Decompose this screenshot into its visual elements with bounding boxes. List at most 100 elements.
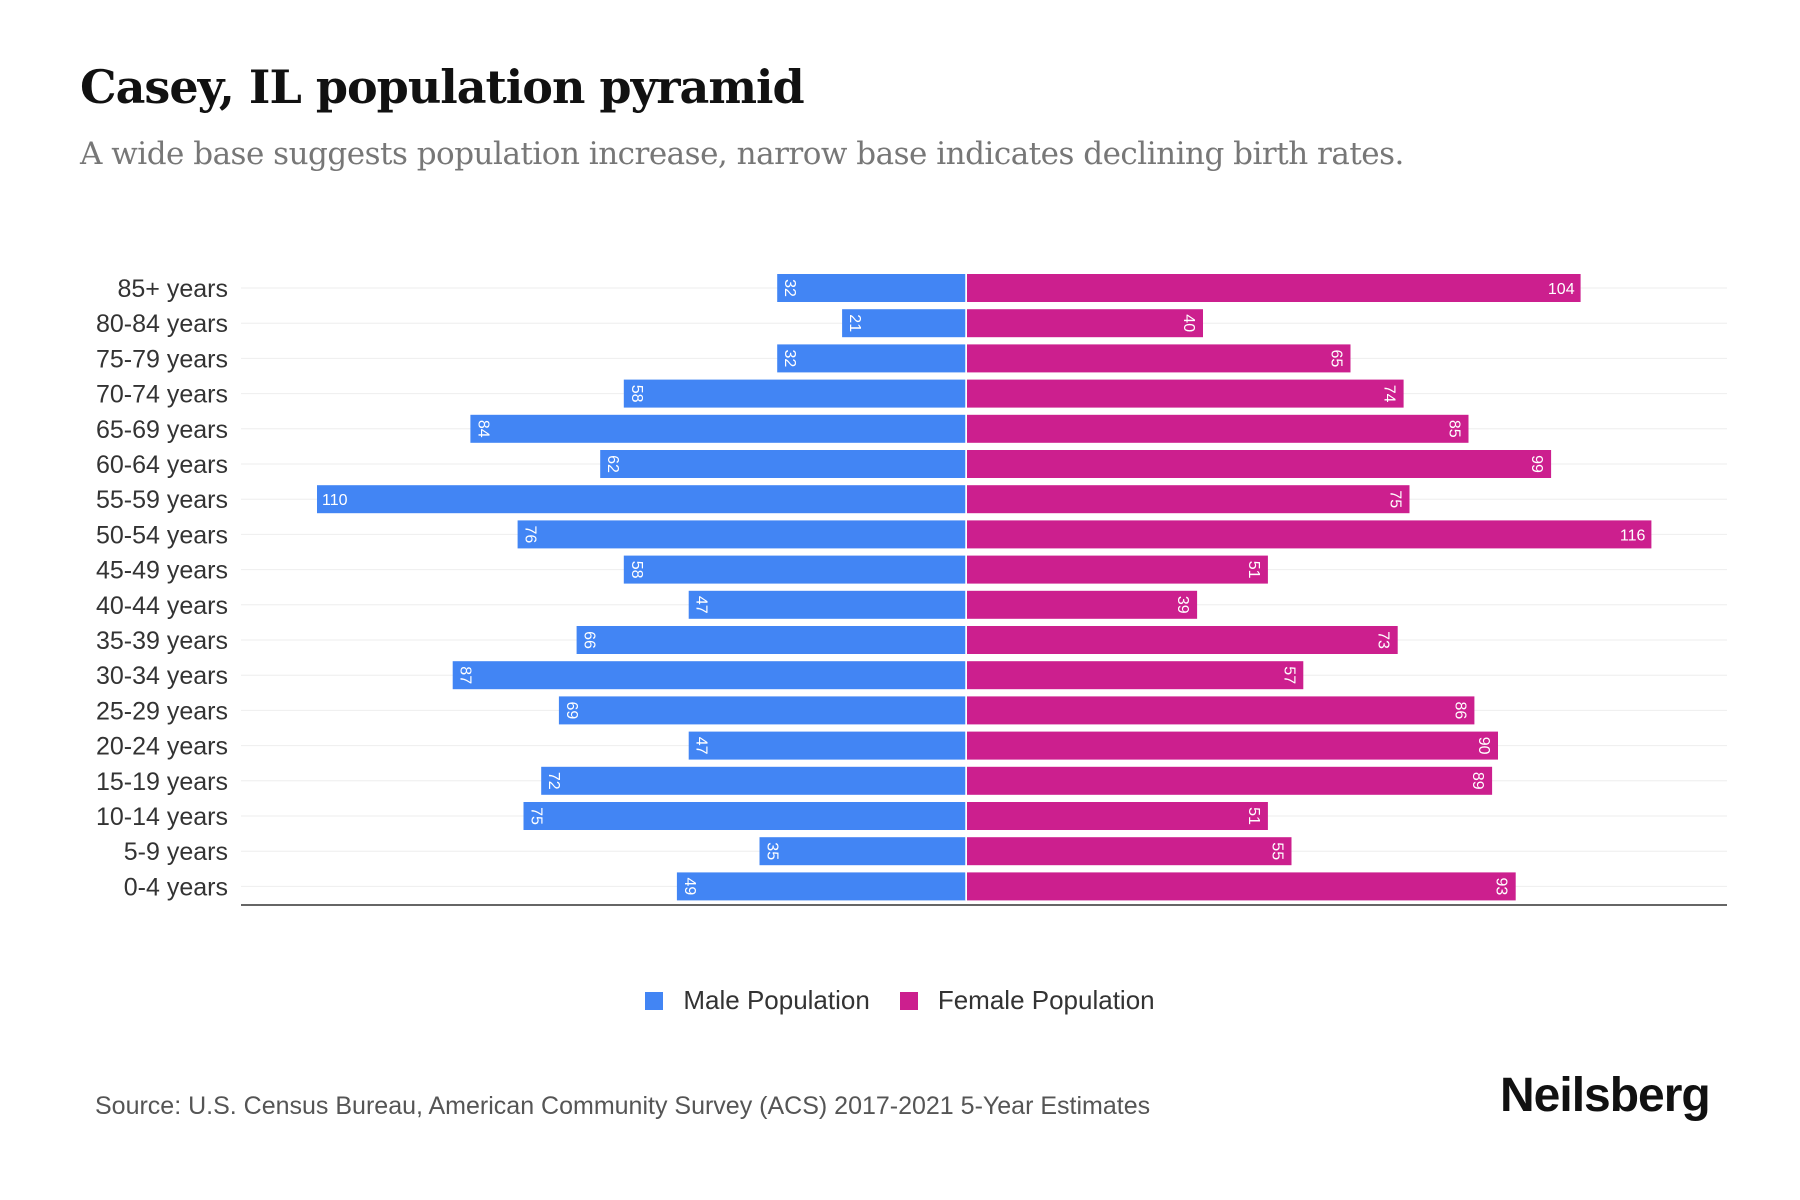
bar-male — [558, 696, 966, 725]
data-label-female: 116 — [1620, 527, 1646, 544]
bar-male — [523, 802, 966, 830]
bar-female — [967, 379, 1404, 408]
bar-male — [623, 379, 966, 408]
data-label-female: 86 — [1451, 702, 1468, 720]
y-tick-label: 45-49 years — [96, 557, 228, 585]
bar-male — [759, 837, 966, 866]
data-label-female: 75 — [1387, 490, 1404, 508]
bar-female — [967, 696, 1475, 725]
y-tick-label: 20-24 years — [96, 733, 228, 761]
data-label-female: 74 — [1381, 385, 1398, 403]
data-label-female: 73 — [1375, 631, 1392, 649]
y-tick-label: 70-74 years — [96, 381, 228, 409]
data-label-male: 35 — [764, 842, 781, 860]
data-label-male: 58 — [628, 561, 645, 579]
bar-female — [967, 872, 1516, 901]
bar-male — [676, 872, 966, 901]
y-tick-label: 0-4 years — [124, 873, 228, 901]
legend-item-male: Male Population — [645, 985, 870, 1016]
bar-male — [470, 414, 966, 443]
y-tick-label: 5-9 years — [124, 838, 228, 866]
data-label-female: 89 — [1469, 772, 1486, 790]
data-label-female: 85 — [1446, 420, 1463, 438]
y-tick-label: 80-84 years — [96, 310, 228, 338]
y-tick-label: 60-64 years — [96, 451, 228, 479]
data-label-male: 49 — [681, 878, 698, 896]
data-label-male: 87 — [457, 666, 474, 684]
legend-swatch-male — [645, 991, 664, 1010]
y-tick-label: 55-59 years — [96, 486, 228, 514]
data-label-male: 110 — [322, 492, 348, 509]
data-label-male: 47 — [693, 596, 710, 614]
source-note: Source: U.S. Census Bureau, American Com… — [95, 1092, 1151, 1120]
y-tick-label: 10-14 years — [96, 803, 228, 831]
data-label-male: 84 — [474, 420, 491, 438]
y-tick-label: 30-34 years — [96, 662, 228, 690]
bar-male — [623, 555, 966, 584]
y-tick-label: 50-54 years — [96, 521, 228, 549]
data-label-male: 21 — [846, 314, 863, 332]
data-label-female: 90 — [1475, 737, 1492, 755]
bar-male — [600, 450, 966, 478]
data-label-male: 72 — [545, 772, 562, 790]
bar-female — [967, 344, 1351, 373]
bar-female — [967, 590, 1198, 619]
y-tick-label: 85+ years — [118, 275, 229, 303]
bar-male — [688, 590, 966, 619]
data-label-female: 57 — [1280, 666, 1297, 684]
data-label-male: 32 — [781, 279, 798, 297]
chart-subtitle: A wide base suggests population increase… — [80, 136, 1404, 172]
bar-male — [452, 661, 966, 690]
data-label-male: 69 — [563, 702, 580, 720]
data-label-male: 66 — [581, 631, 598, 649]
bar-female — [967, 414, 1469, 443]
bar-female — [967, 626, 1398, 654]
data-label-male: 62 — [604, 455, 621, 473]
bar-female — [967, 661, 1304, 690]
data-label-female: 51 — [1245, 561, 1262, 579]
bar-male — [688, 731, 966, 760]
y-tick-label: 40-44 years — [96, 592, 228, 620]
data-label-male: 75 — [528, 807, 545, 825]
bar-male — [777, 344, 966, 373]
bar-female — [967, 274, 1581, 302]
legend-label-male: Male Population — [683, 985, 870, 1015]
legend: Male Population Female Population — [0, 985, 1800, 1016]
bar-female — [967, 802, 1268, 830]
data-label-female: 99 — [1528, 455, 1545, 473]
brand-logo: Neilsberg — [1500, 1069, 1711, 1122]
bar-female — [967, 766, 1493, 795]
bar-female — [967, 450, 1552, 478]
bar-female — [967, 309, 1203, 338]
data-label-female: 65 — [1328, 350, 1345, 368]
bar-female — [967, 555, 1268, 584]
data-label-female: 93 — [1493, 878, 1510, 896]
data-label-male: 32 — [781, 350, 798, 368]
bar-female — [967, 520, 1652, 549]
bar-male — [317, 485, 966, 514]
data-label-female: 40 — [1180, 314, 1197, 332]
bar-male — [842, 309, 966, 338]
bar-male — [541, 766, 966, 795]
data-label-male: 76 — [522, 526, 539, 544]
chart-title: Casey, IL population pyramid — [80, 60, 805, 114]
legend-swatch-female — [899, 991, 918, 1010]
bar-female — [967, 485, 1410, 514]
y-tick-label: 25-29 years — [96, 697, 228, 725]
y-tick-label: 75-79 years — [96, 345, 228, 373]
data-label-male: 58 — [628, 385, 645, 403]
legend-label-female: Female Population — [937, 985, 1155, 1015]
data-label-female: 39 — [1174, 596, 1191, 614]
data-label-male: 47 — [693, 737, 710, 755]
y-tick-label: 15-19 years — [96, 768, 228, 796]
bar-female — [967, 837, 1292, 866]
bar-female — [967, 731, 1498, 760]
data-label-female: 104 — [1548, 281, 1575, 298]
bar-male — [517, 520, 966, 549]
bar-male — [777, 274, 966, 302]
y-tick-label: 65-69 years — [96, 416, 228, 444]
data-label-female: 51 — [1245, 807, 1262, 825]
bar-male — [576, 626, 966, 654]
legend-item-female: Female Population — [899, 985, 1155, 1016]
y-tick-label: 35-39 years — [96, 627, 228, 655]
